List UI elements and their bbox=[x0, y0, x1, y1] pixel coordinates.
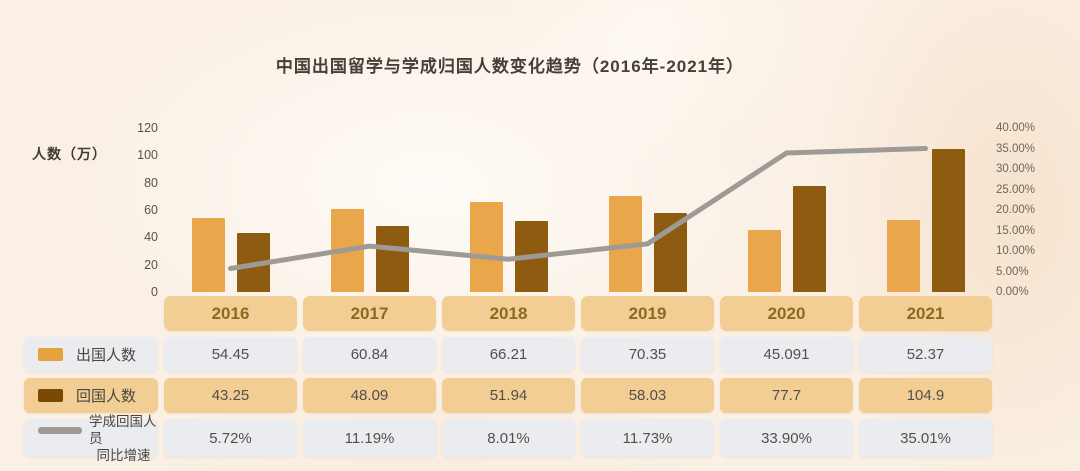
cell-学成回国人员同比增速-2016: 5.72% bbox=[164, 419, 297, 457]
right-tick-10.00%: 10.00% bbox=[996, 245, 1036, 257]
plot-area bbox=[164, 128, 992, 292]
bar-回国人数-2019 bbox=[653, 212, 687, 292]
right-tick-25.00%: 25.00% bbox=[996, 183, 1036, 196]
cell-学成回国人员同比增速-2017: 11.19% bbox=[303, 419, 436, 457]
bar-回国人数-2020 bbox=[792, 185, 826, 292]
chart-title: 中国出国留学与学成归国人数变化趋势（2016年-2021年） bbox=[275, 57, 745, 76]
cell-学成回国人员同比增速-2018: 8.01% bbox=[442, 419, 575, 457]
right-tick-0.00%: 0.00% bbox=[996, 286, 1029, 298]
category-group-2021 bbox=[859, 128, 992, 292]
legend-回国人数: 回国人数 bbox=[24, 378, 158, 413]
cell-回国人数-2020: 77.7 bbox=[720, 378, 853, 413]
table-corner-spacer bbox=[24, 296, 158, 331]
cell-回国人数-2016: 43.25 bbox=[164, 378, 297, 413]
legend-line-swatch bbox=[38, 426, 82, 434]
legend-swatch-出国人数 bbox=[38, 348, 63, 361]
cell-出国人数-2017: 60.84 bbox=[303, 337, 436, 372]
cell-出国人数-2018: 66.21 bbox=[442, 337, 575, 372]
cell-出国人数-2020: 45.091 bbox=[720, 337, 853, 372]
cell-回国人数-2019: 58.03 bbox=[581, 378, 714, 413]
legend-label-学成回国人员同比增速: 学成回国人员 同比增速 bbox=[89, 413, 157, 463]
right-axis-ticks: 40.00% 35.00% 30.00% 25.00% 20.00% 15.00% 10.0… bbox=[996, 122, 1076, 298]
right-tick-20.00%: 20.00% bbox=[996, 204, 1036, 216]
cell-出国人数-2016: 54.45 bbox=[164, 337, 297, 372]
data-table: 2016 2017 2018 2019 2020 2021 出国人数 54.45 60.84 66… bbox=[24, 296, 992, 463]
growth-line bbox=[228, 146, 928, 271]
bar-出国人数-2016 bbox=[191, 217, 225, 292]
cell-学成回国人员同比增速-2021: 35.01% bbox=[859, 419, 992, 457]
bar-出国人数-2020 bbox=[747, 230, 781, 292]
cell-出国人数-2021: 52.37 bbox=[859, 337, 992, 372]
legend-出国人数: 出国人数 bbox=[24, 337, 158, 372]
year-header-2017: 2017 bbox=[303, 296, 436, 331]
year-header-2020: 2020 bbox=[720, 296, 853, 331]
cell-学成回国人员同比增速-2020: 33.90% bbox=[720, 419, 853, 457]
right-tick-35.00%: 35.00% bbox=[996, 142, 1036, 155]
legend-label-回国人数: 回国人数 bbox=[76, 388, 137, 405]
left-axis-ticks: 120 100 80 60 40 20 0 bbox=[96, 121, 158, 299]
left-axis-title: 人数（万） bbox=[32, 146, 107, 162]
bar-出国人数-2018 bbox=[469, 201, 503, 292]
cell-回国人数-2021: 104.9 bbox=[859, 378, 992, 413]
right-tick-30.00%: 30.00% bbox=[996, 163, 1036, 175]
right-tick-5.00%: 5.00% bbox=[996, 265, 1029, 278]
growth-line-path bbox=[228, 146, 928, 271]
bar-回国人数-2021 bbox=[931, 148, 965, 292]
right-tick-40.00%: 40.00% bbox=[996, 122, 1036, 134]
cell-回国人数-2018: 51.94 bbox=[442, 378, 575, 413]
left-tick-100: 100 bbox=[137, 148, 158, 163]
left-tick-60: 60 bbox=[144, 203, 158, 217]
year-header-2016: 2016 bbox=[164, 296, 297, 331]
left-tick-40: 40 bbox=[144, 230, 158, 245]
year-header-2018: 2018 bbox=[442, 296, 575, 331]
left-tick-20: 20 bbox=[144, 257, 158, 272]
year-header-2021: 2021 bbox=[859, 296, 992, 331]
legend-学成回国人员同比增速: 学成回国人员 同比增速 bbox=[24, 414, 158, 463]
year-header-2019: 2019 bbox=[581, 296, 714, 331]
legend-swatch-回国人数 bbox=[38, 389, 63, 402]
cell-出国人数-2019: 70.35 bbox=[581, 337, 714, 372]
legend-label-出国人数: 出国人数 bbox=[76, 347, 137, 364]
cell-学成回国人员同比增速-2019: 11.73% bbox=[581, 419, 714, 457]
category-group-2020 bbox=[720, 128, 853, 292]
bar-回国人数-2017 bbox=[375, 226, 409, 292]
bar-出国人数-2021 bbox=[886, 220, 920, 292]
left-tick-0: 0 bbox=[151, 285, 158, 299]
left-tick-80: 80 bbox=[144, 175, 158, 190]
left-tick-120: 120 bbox=[137, 121, 158, 135]
right-tick-15.00%: 15.00% bbox=[996, 224, 1036, 237]
cell-回国人数-2017: 48.09 bbox=[303, 378, 436, 413]
